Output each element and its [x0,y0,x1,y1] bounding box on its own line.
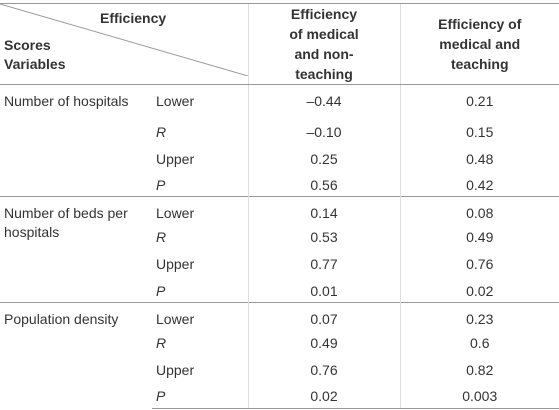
value-cell: 0.08 [399,196,559,224]
value-cell: 0.6 [399,329,559,357]
value-cell: 0.76 [399,250,559,278]
corner-bottom: Scores Variables [4,36,66,74]
corner-line: Scores [4,37,51,53]
value-cell: 0.48 [399,145,559,172]
variable-cell: Number of beds per hospitals [0,196,152,303]
stat-cell: R [156,123,167,140]
value-cell: 0.77 [247,250,400,278]
stat-cell: Upper [156,255,195,272]
value-cell: 0.003 [399,382,559,409]
value-cell: 0.82 [399,356,559,383]
variable-cell: Population density [0,302,152,409]
table-row: R 0.53 0.49 [0,223,559,251]
diagonal [0,4,248,76]
table-row: R 0.49 0.6 [0,329,559,357]
stat-cell: P [156,176,166,193]
table-row: Upper 0.77 0.76 [0,250,559,278]
stat-cell: P [152,382,248,409]
value-cell: 0.49 [247,329,400,357]
value-cell: 0.02 [399,277,559,303]
value-cell: 0.23 [399,302,559,330]
value-cell: –0.44 [247,84,400,119]
corner-line: Variables [4,56,66,72]
stat-cell: R [156,334,167,351]
table-row: P 0.02 0.003 [0,382,559,409]
corner-top: Efficiency [100,10,167,26]
stat-cell: R [156,228,167,245]
stat-cell: Upper [156,361,195,378]
value-cell: 0.49 [399,223,559,251]
value-cell: 0.02 [247,382,400,409]
value-cell: 0.01 [247,277,400,303]
value-cell: 0.25 [247,145,400,172]
table-row: Population density Lower 0.07 0.23 [0,302,559,409]
value-cell: –0.10 [247,118,400,146]
stat-cell: P [156,282,166,299]
value-cell: 0.15 [399,118,559,146]
table-row: Number of beds per hospitals Lower 0.14 0.0… [0,196,559,303]
value-cell: 0.14 [247,196,400,224]
column-header: Efficiency of medical and non-teaching [247,3,400,85]
table-row: P 0.01 0.02 [0,277,559,303]
column-header: Efficiency of medical and teaching [399,3,559,85]
value-cell: 0.42 [399,171,559,197]
variable-cell: Number of hospitals [0,84,152,197]
stat-cell: Lower [152,196,248,224]
stat-cell: Upper [156,150,195,167]
header-row: Efficiency Scores Variables Efficiency o… [0,3,559,85]
table-body: Number of hospitals Lower –0.44 0.21 R –0.10 0… [0,84,559,409]
stat-cell: Lower [152,84,248,119]
value-cell: 0.53 [247,223,400,251]
stat-cell: Lower [152,302,248,330]
results-table: Efficiency Scores Variables Efficiency o… [0,3,559,409]
table-row: R –0.10 0.15 [0,118,559,146]
table-row: Upper 0.76 0.82 [0,356,559,383]
value-cell: 0.07 [247,302,400,330]
value-cell: 0.76 [247,356,400,383]
value-cell: 0.21 [399,84,559,119]
value-cell: 0.56 [247,171,400,197]
corner-cell: Efficiency Scores Variables [0,3,248,85]
table-row: Number of hospitals Lower –0.44 0.21 [0,84,559,197]
table-row: Upper 0.25 0.48 [0,145,559,172]
table-row: P 0.56 0.42 [0,171,559,197]
